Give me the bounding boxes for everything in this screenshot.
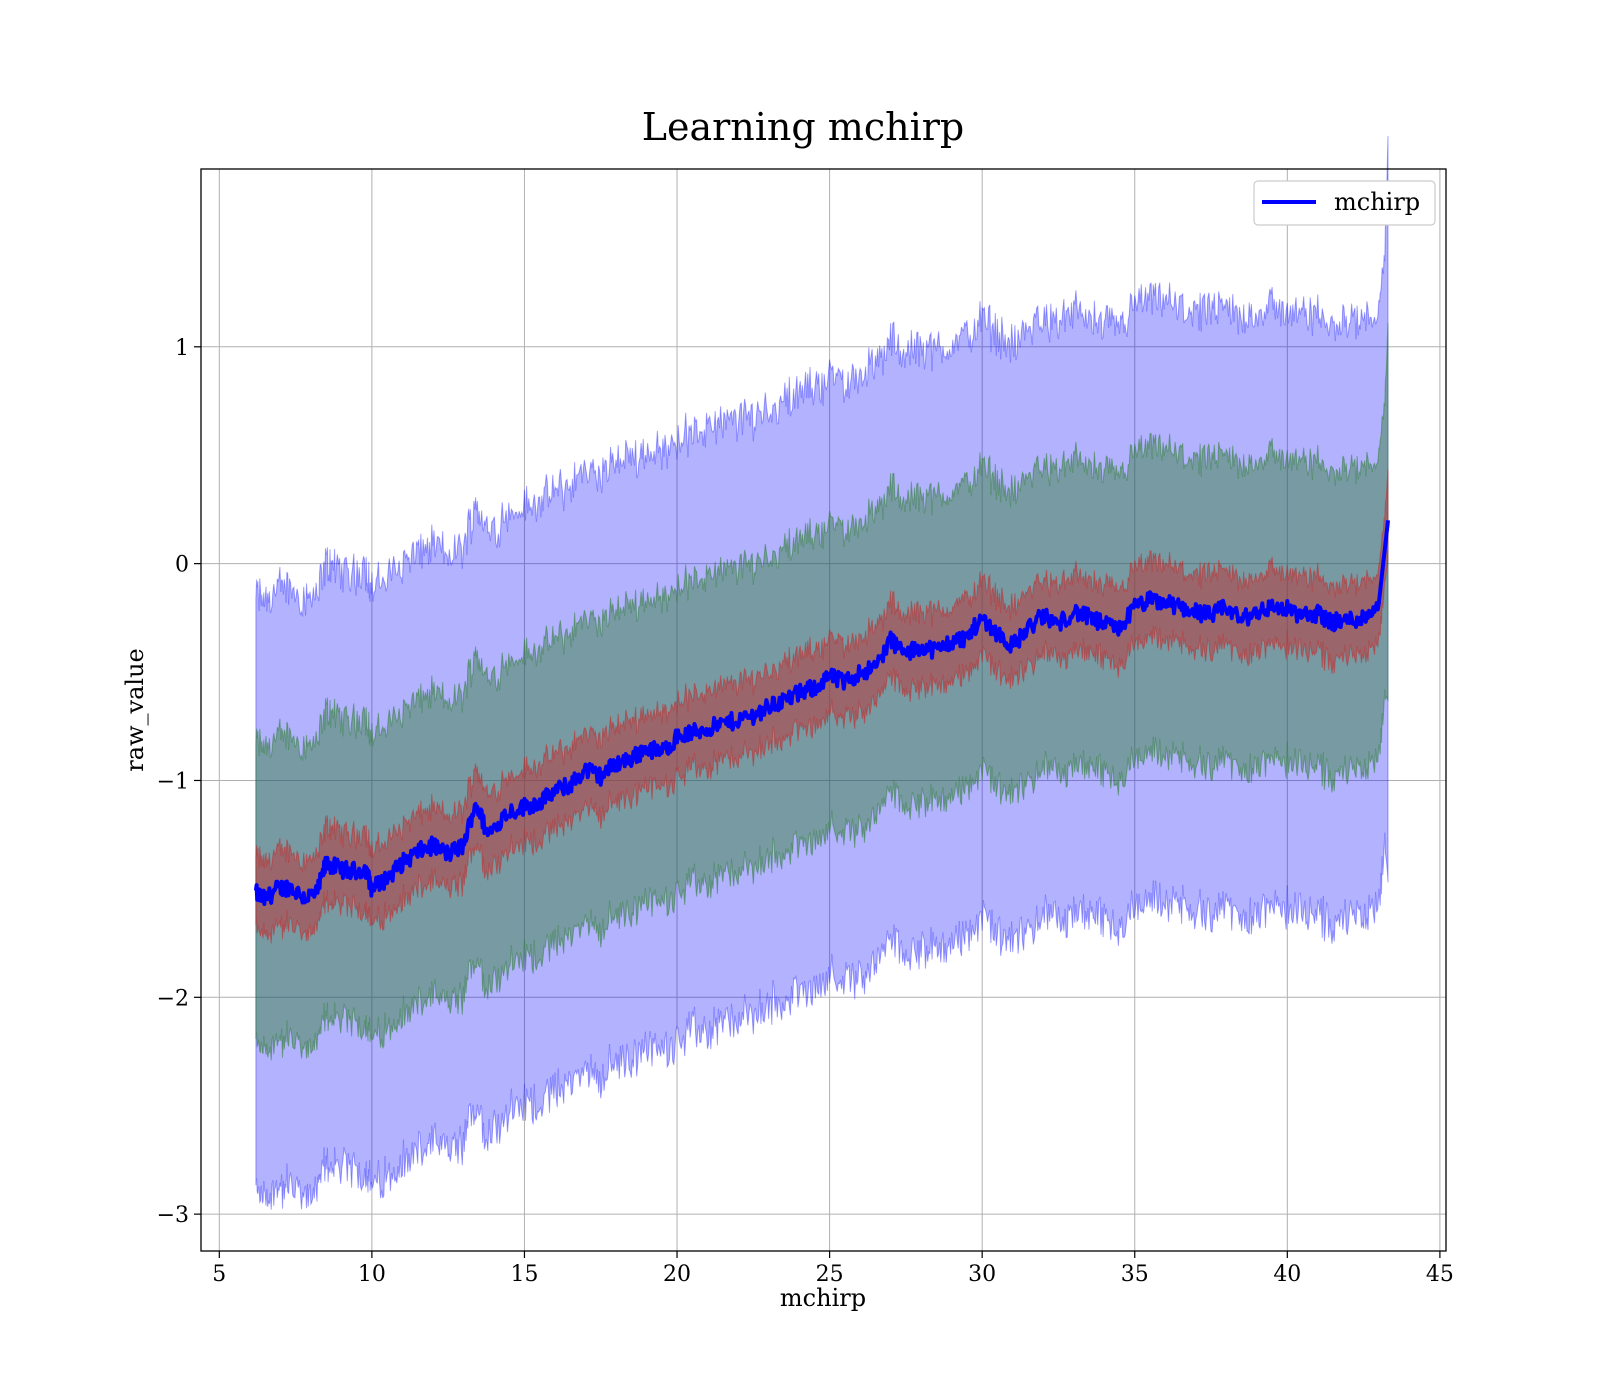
y-tick-label: −2 xyxy=(157,986,189,1011)
band-middle xyxy=(255,322,1389,1061)
x-tick-label: 5 xyxy=(212,1262,226,1287)
x-tick-label: 20 xyxy=(663,1262,691,1287)
gridlines xyxy=(201,169,1446,1251)
x-tick-label: 40 xyxy=(1273,1262,1301,1287)
series-lines xyxy=(253,520,1390,906)
band-inner xyxy=(255,469,1389,944)
y-tick-label: −1 xyxy=(157,769,189,794)
y-tick-label: −3 xyxy=(157,1203,189,1228)
x-tick-label: 45 xyxy=(1426,1262,1454,1287)
x-tick-label: 35 xyxy=(1121,1262,1149,1287)
legend: mchirp xyxy=(1253,180,1436,226)
confidence-bands xyxy=(255,136,1389,1210)
legend-label-mchirp: mchirp xyxy=(1334,188,1420,216)
chart-title: Learning mchirp xyxy=(642,105,964,149)
band-outer xyxy=(255,136,1389,1210)
y-axis-label: raw_value xyxy=(121,648,149,772)
y-tick-label: 1 xyxy=(175,336,189,361)
y-tick-label: 0 xyxy=(175,553,189,578)
x-tick-label: 25 xyxy=(816,1262,844,1287)
series-line-mchirp xyxy=(253,520,1390,906)
x-axis-label: mchirp xyxy=(780,1284,866,1312)
x-tick-label: 10 xyxy=(358,1262,386,1287)
plot-frame xyxy=(200,168,1447,1252)
x-tick-label: 30 xyxy=(968,1262,996,1287)
y-axis-ticks: −3 −2 −1 0 1 xyxy=(157,336,201,1228)
x-tick-label: 15 xyxy=(510,1262,538,1287)
legend-box xyxy=(1253,180,1436,226)
x-axis-ticks: 5 10 15 20 25 30 35 40 45 xyxy=(212,1251,1454,1287)
